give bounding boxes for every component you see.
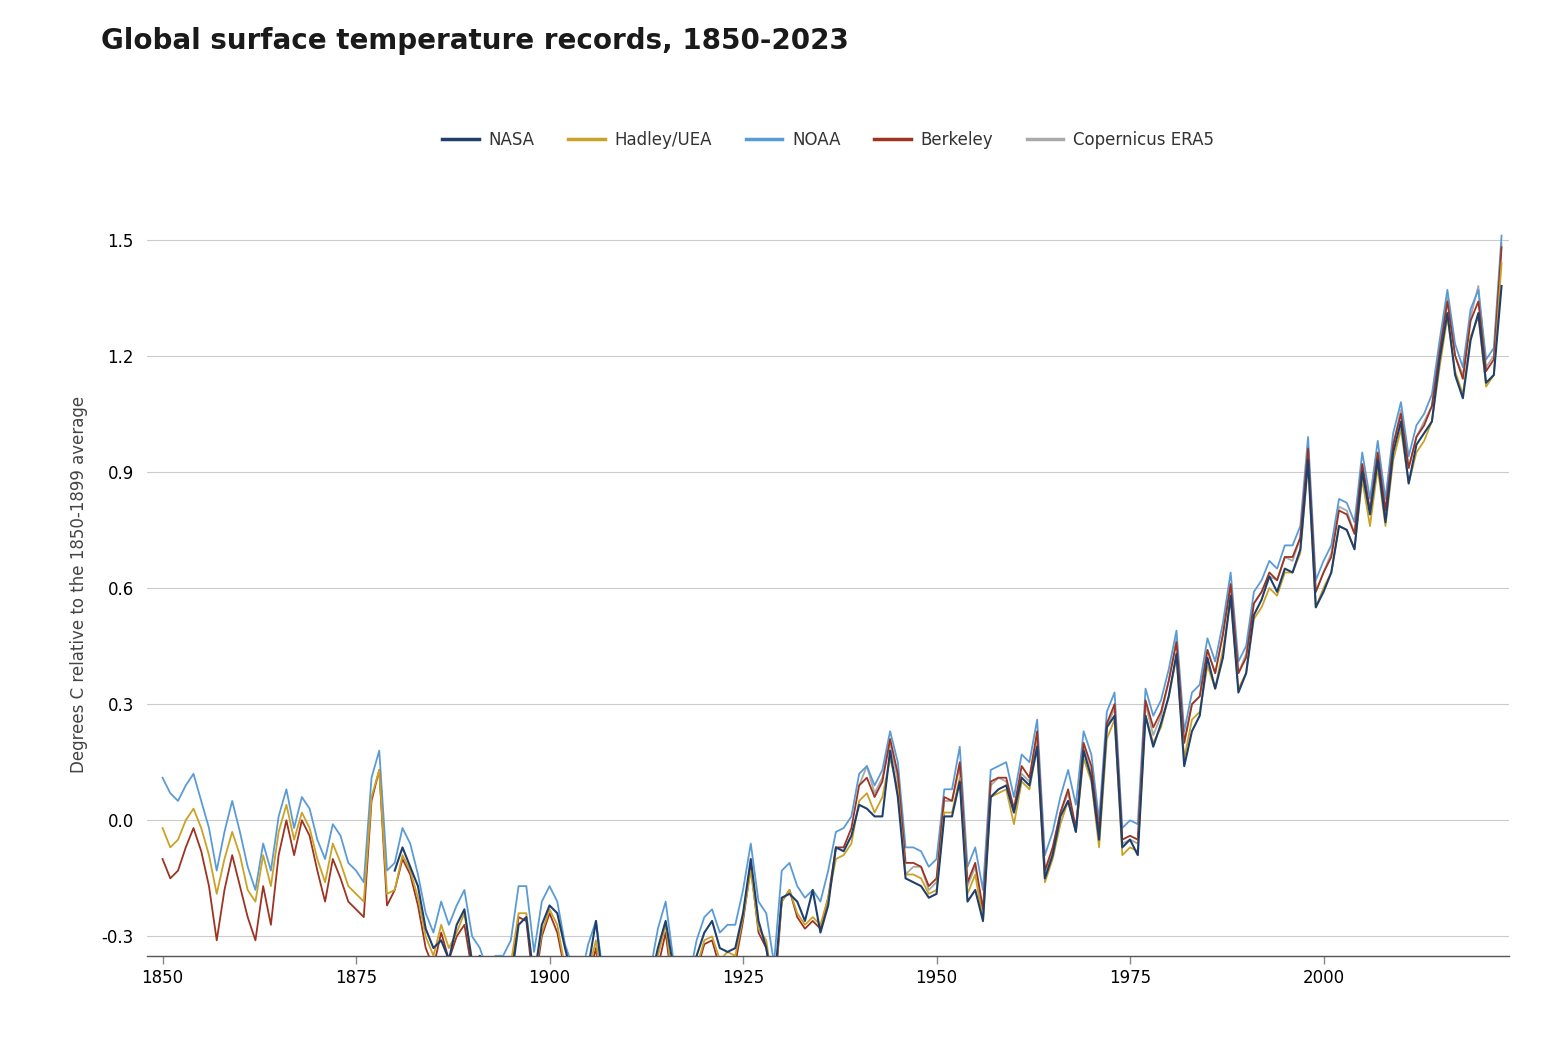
Copernicus ERA5 — [889, 775, 907, 788]
Copernicus ERA5 — [1345, 528, 1364, 541]
NASA — [734, 907, 752, 920]
NASA — [385, 864, 404, 877]
Copernicus ERA5 — [1175, 736, 1194, 749]
NASA — [1492, 279, 1511, 292]
NOAA — [169, 794, 187, 807]
Berkeley — [153, 853, 172, 866]
Hadley/UEA — [207, 888, 226, 901]
Copernicus ERA5 — [858, 759, 876, 772]
Copernicus ERA5 — [1144, 729, 1163, 741]
Hadley/UEA — [1492, 256, 1511, 269]
Berkeley — [1152, 705, 1170, 718]
Hadley/UEA — [672, 1031, 690, 1044]
NASA — [672, 1015, 690, 1028]
Hadley/UEA — [881, 752, 899, 765]
Berkeley — [1492, 241, 1511, 254]
Y-axis label: Degrees C relative to the 1850-1899 average: Degrees C relative to the 1850-1899 aver… — [70, 395, 88, 773]
NOAA — [1152, 693, 1170, 706]
NOAA — [207, 864, 226, 877]
NASA — [1183, 725, 1201, 738]
Berkeley — [207, 933, 226, 946]
Hadley/UEA — [293, 806, 311, 819]
Hadley/UEA — [1152, 721, 1170, 734]
Legend: NASA, Hadley/UEA, NOAA, Berkeley, Copernicus ERA5: NASA, Hadley/UEA, NOAA, Berkeley, Copern… — [435, 124, 1221, 155]
Hadley/UEA — [169, 834, 187, 846]
Line: NOAA: NOAA — [163, 236, 1502, 1010]
Copernicus ERA5 — [974, 907, 992, 920]
Copernicus ERA5 — [1376, 504, 1395, 517]
Hadley/UEA — [1043, 853, 1062, 866]
Text: Global surface temperature records, 1850-2023: Global surface temperature records, 1850… — [101, 27, 848, 54]
Berkeley — [881, 733, 899, 746]
Hadley/UEA — [153, 822, 172, 835]
NASA — [1299, 453, 1317, 466]
Line: NASA: NASA — [395, 286, 1502, 1022]
Berkeley — [293, 813, 311, 826]
Copernicus ERA5 — [850, 780, 868, 792]
Line: Copernicus ERA5: Copernicus ERA5 — [859, 243, 1502, 913]
NOAA — [881, 725, 899, 738]
Berkeley — [1043, 841, 1062, 854]
Berkeley — [672, 1039, 690, 1051]
NASA — [548, 907, 567, 920]
NOAA — [153, 771, 172, 784]
NOAA — [293, 791, 311, 804]
NASA — [1283, 566, 1302, 579]
Line: Hadley/UEA: Hadley/UEA — [163, 262, 1502, 1038]
NOAA — [1492, 229, 1511, 242]
Copernicus ERA5 — [1492, 237, 1511, 250]
NOAA — [672, 1004, 690, 1016]
Berkeley — [169, 864, 187, 877]
Line: Berkeley: Berkeley — [163, 247, 1502, 1045]
NASA — [463, 957, 481, 970]
NOAA — [1043, 825, 1062, 838]
